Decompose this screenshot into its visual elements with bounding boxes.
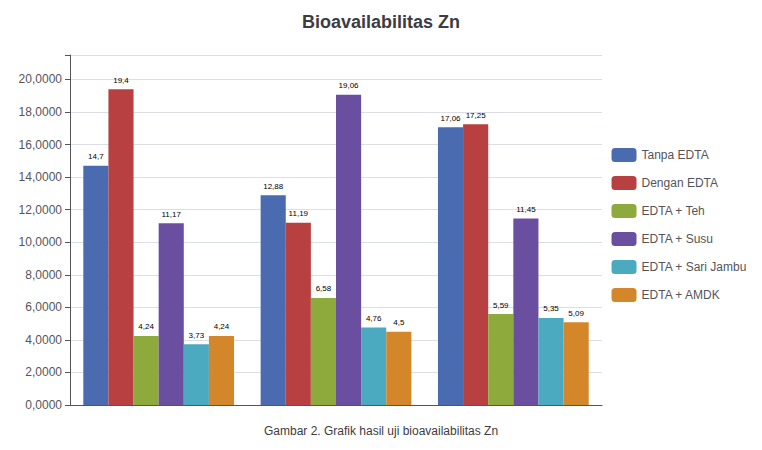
svg-text:Dengan EDTA: Dengan EDTA [642, 176, 718, 190]
svg-text:4,0000: 4,0000 [25, 333, 62, 347]
svg-text:11,17: 11,17 [162, 210, 182, 219]
svg-text:17,06: 17,06 [441, 114, 462, 123]
svg-text:3,73: 3,73 [189, 331, 205, 340]
svg-text:10,0000: 10,0000 [19, 235, 63, 249]
svg-text:4,24: 4,24 [214, 322, 230, 331]
svg-text:12,88: 12,88 [263, 182, 284, 191]
svg-text:4,5: 4,5 [393, 318, 405, 327]
svg-text:14,7: 14,7 [88, 152, 104, 161]
svg-text:Bioavailabilitas Zn: Bioavailabilitas Zn [302, 12, 460, 32]
svg-text:12,0000: 12,0000 [19, 203, 63, 217]
svg-text:17,25: 17,25 [466, 111, 487, 120]
svg-text:6,0000: 6,0000 [25, 300, 62, 314]
svg-text:EDTA + Teh: EDTA + Teh [642, 204, 705, 218]
svg-text:8,0000: 8,0000 [25, 268, 62, 282]
svg-text:20,0000: 20,0000 [19, 72, 63, 86]
svg-text:14,0000: 14,0000 [19, 170, 63, 184]
svg-text:4,24: 4,24 [138, 322, 154, 331]
svg-text:16,0000: 16,0000 [19, 138, 63, 152]
svg-text:2,0000: 2,0000 [25, 365, 62, 379]
svg-text:19,06: 19,06 [339, 81, 360, 90]
svg-text:11,45: 11,45 [516, 205, 536, 214]
svg-text:EDTA + Susu: EDTA + Susu [642, 232, 713, 246]
svg-text:11,19: 11,19 [289, 209, 309, 218]
svg-text:0,0000: 0,0000 [25, 398, 62, 412]
svg-text:5,59: 5,59 [493, 301, 509, 310]
svg-text:18,0000: 18,0000 [19, 105, 63, 119]
svg-text:5,09: 5,09 [568, 309, 584, 318]
svg-text:19,4: 19,4 [113, 76, 129, 85]
svg-text:EDTA + AMDK: EDTA + AMDK [642, 288, 720, 302]
svg-text:6,58: 6,58 [316, 284, 332, 293]
svg-text:Gambar 2. Grafik hasil uji bio: Gambar 2. Grafik hasil uji bioavailabili… [264, 424, 498, 438]
svg-text:Tanpa EDTA: Tanpa EDTA [642, 148, 709, 162]
svg-text:4,76: 4,76 [366, 314, 382, 323]
svg-text:EDTA + Sari Jambu: EDTA + Sari Jambu [642, 260, 747, 274]
svg-text:5,35: 5,35 [543, 304, 559, 313]
